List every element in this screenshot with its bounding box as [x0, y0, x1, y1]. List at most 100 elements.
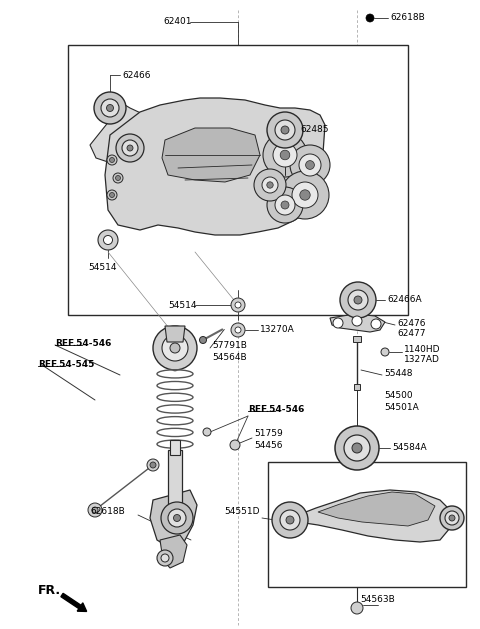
Circle shape — [147, 459, 159, 471]
Circle shape — [352, 443, 362, 453]
Circle shape — [170, 343, 180, 353]
Text: 57791B: 57791B — [212, 342, 247, 350]
Circle shape — [101, 99, 119, 117]
Circle shape — [116, 175, 120, 181]
Circle shape — [267, 182, 273, 188]
Circle shape — [333, 318, 343, 328]
Circle shape — [281, 201, 289, 209]
Circle shape — [92, 507, 98, 513]
Circle shape — [273, 143, 297, 167]
Polygon shape — [105, 98, 325, 235]
Circle shape — [127, 145, 133, 151]
Circle shape — [306, 160, 314, 169]
Circle shape — [381, 348, 389, 356]
Circle shape — [352, 316, 362, 326]
Circle shape — [203, 428, 211, 436]
Text: 54564B: 54564B — [212, 353, 247, 362]
Circle shape — [371, 319, 381, 329]
Circle shape — [290, 145, 330, 185]
Text: 1140HD: 1140HD — [404, 345, 441, 353]
Circle shape — [292, 182, 318, 208]
Text: 62401: 62401 — [164, 18, 192, 26]
Circle shape — [340, 282, 376, 318]
Circle shape — [235, 302, 241, 308]
Circle shape — [300, 190, 310, 200]
Circle shape — [161, 502, 193, 534]
Circle shape — [280, 150, 290, 160]
Text: 54563B: 54563B — [360, 596, 395, 604]
Polygon shape — [318, 492, 435, 526]
Circle shape — [168, 509, 186, 527]
Text: 54501A: 54501A — [384, 403, 419, 413]
Text: REF.54-546: REF.54-546 — [55, 339, 111, 348]
Circle shape — [98, 230, 118, 250]
Text: 62618B: 62618B — [90, 508, 125, 516]
Polygon shape — [160, 535, 187, 568]
Circle shape — [113, 173, 123, 183]
Circle shape — [162, 335, 188, 361]
Text: 62476: 62476 — [397, 318, 425, 328]
Circle shape — [281, 126, 289, 134]
Circle shape — [109, 157, 115, 162]
Circle shape — [107, 104, 113, 111]
Circle shape — [150, 462, 156, 468]
Circle shape — [440, 506, 464, 530]
Circle shape — [231, 298, 245, 312]
Text: 55448: 55448 — [384, 369, 412, 377]
Circle shape — [335, 426, 379, 470]
Text: FR.: FR. — [38, 584, 61, 596]
FancyArrow shape — [61, 593, 87, 611]
Polygon shape — [165, 326, 185, 342]
Text: REF.54-545: REF.54-545 — [38, 360, 95, 369]
Bar — [68, 45, 408, 315]
Circle shape — [200, 337, 206, 343]
Circle shape — [231, 323, 245, 337]
Circle shape — [153, 326, 197, 370]
Polygon shape — [353, 336, 361, 342]
Circle shape — [161, 554, 169, 562]
Circle shape — [348, 290, 368, 310]
Circle shape — [104, 235, 112, 245]
Circle shape — [254, 169, 286, 201]
Circle shape — [109, 192, 115, 198]
Text: 54456: 54456 — [254, 440, 283, 450]
Bar — [268, 462, 466, 587]
Bar — [170, 440, 180, 455]
Circle shape — [235, 327, 241, 333]
Circle shape — [275, 195, 295, 215]
Circle shape — [107, 155, 117, 165]
Circle shape — [449, 515, 455, 521]
Circle shape — [107, 190, 117, 200]
Text: 54514: 54514 — [168, 301, 197, 309]
Polygon shape — [330, 314, 385, 332]
Circle shape — [354, 296, 362, 304]
Text: REF.54-546: REF.54-546 — [248, 405, 304, 414]
Text: 62477: 62477 — [397, 330, 425, 338]
Text: 54500: 54500 — [384, 391, 413, 401]
Text: 54514: 54514 — [88, 264, 117, 272]
Bar — [168, 450, 182, 505]
Text: 54551D: 54551D — [225, 508, 260, 516]
Circle shape — [445, 511, 459, 525]
Circle shape — [122, 140, 138, 156]
Circle shape — [299, 154, 321, 176]
Circle shape — [173, 515, 180, 521]
Text: 62466: 62466 — [122, 70, 151, 79]
Polygon shape — [354, 384, 360, 390]
Text: 13270A: 13270A — [260, 325, 295, 335]
Circle shape — [351, 602, 363, 614]
Circle shape — [88, 503, 102, 517]
Circle shape — [267, 187, 303, 223]
Circle shape — [267, 112, 303, 148]
Circle shape — [280, 510, 300, 530]
Circle shape — [230, 440, 240, 450]
Circle shape — [286, 516, 294, 524]
Circle shape — [94, 92, 126, 124]
Circle shape — [262, 177, 278, 193]
Polygon shape — [290, 490, 455, 542]
Text: 62466A: 62466A — [387, 296, 421, 304]
Text: 1327AD: 1327AD — [404, 355, 440, 364]
Circle shape — [157, 550, 173, 566]
Circle shape — [272, 502, 308, 538]
Text: 62618B: 62618B — [390, 13, 425, 23]
